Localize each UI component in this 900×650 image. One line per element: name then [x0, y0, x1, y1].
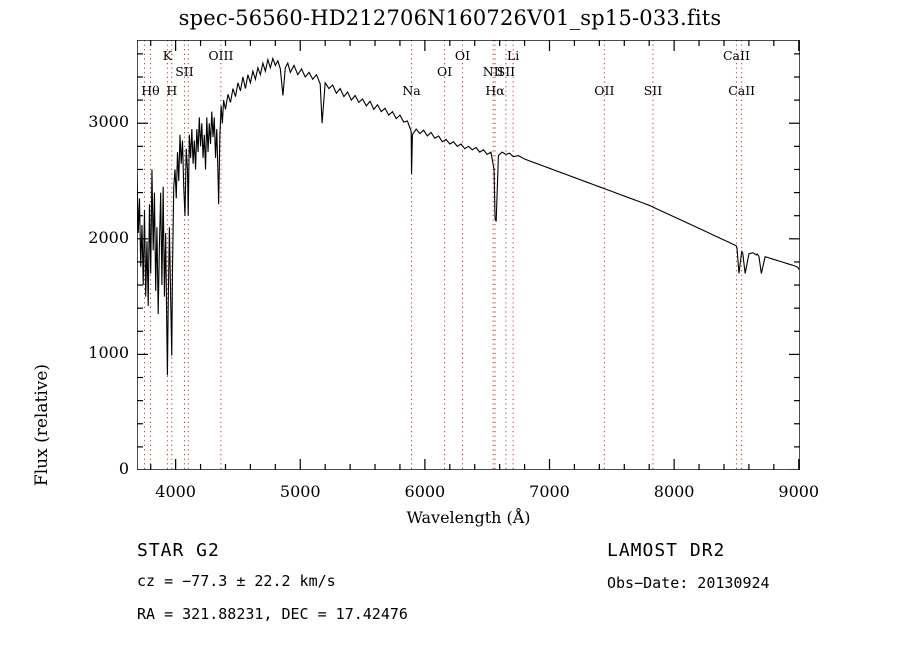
line-marker-label: Li [506, 48, 520, 63]
coordinates: RA = 321.88231, DEC = 17.42476 [137, 605, 408, 623]
line-marker-label: Na [402, 83, 421, 98]
spectrum-svg [137, 40, 800, 470]
line-marker-label: SII [643, 83, 663, 98]
x-tick-label: 9000 [778, 482, 820, 501]
x-tick-label: 7000 [529, 482, 570, 501]
y-tick-label: 2000 [88, 227, 129, 247]
x-tick-label: 8000 [653, 482, 695, 501]
line-marker-label: OII [594, 83, 615, 98]
marker-line-group [143, 40, 743, 470]
line-marker-label: K [162, 48, 173, 63]
redshift-velocity: cz = −77.3 ± 22.2 km/s [137, 572, 336, 590]
line-marker-label: NII [482, 64, 504, 79]
y-tick-label: 0 [118, 459, 129, 478]
spectrum-curve [137, 56, 800, 376]
x-axis-label: Wavelength (Å) [406, 508, 531, 527]
line-marker-label: OI [454, 48, 471, 63]
y-tick-label: 3000 [88, 112, 129, 132]
plot-area [137, 40, 800, 470]
axis-tick-group [137, 40, 800, 470]
line-marker-label: CaII [728, 83, 756, 98]
y-axis-label: Flux (relative) [32, 363, 52, 487]
line-marker-label: SII [496, 64, 516, 79]
line-marker-label: CaII [722, 48, 750, 63]
x-tick-label: 4000 [155, 482, 196, 501]
line-marker-label: OIII [208, 48, 234, 63]
line-marker-label: SII [175, 64, 194, 79]
object-class: STAR G2 [137, 540, 220, 561]
line-marker-label: H [166, 83, 178, 98]
line-marker-label: Hα [485, 83, 505, 98]
observation-date: Obs−Date: 20130924 [607, 574, 770, 592]
plot-frame [137, 40, 800, 470]
x-tick-label: 5000 [279, 482, 321, 501]
x-tick-label: 6000 [404, 482, 446, 501]
line-marker-label: Hθ [141, 83, 160, 98]
y-tick-label: 1000 [88, 343, 129, 363]
line-marker-label: OI [436, 64, 453, 79]
page-title: spec-56560-HD212706N160726V01_sp15-033.f… [178, 6, 722, 30]
survey-name: LAMOST DR2 [607, 540, 726, 561]
